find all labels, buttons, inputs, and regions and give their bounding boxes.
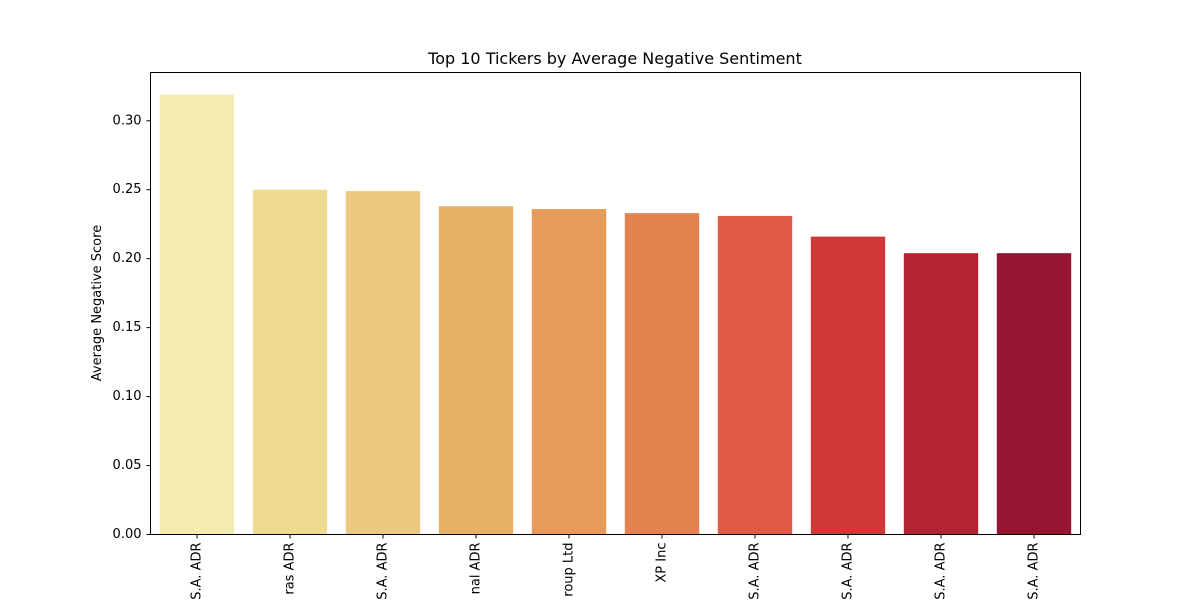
bar-4	[438, 206, 514, 535]
bars-group	[159, 94, 1072, 535]
bar-6	[624, 213, 700, 535]
bar-9	[903, 253, 979, 535]
y-tick-label: 0.00	[113, 527, 142, 542]
bar-3	[345, 191, 421, 535]
x-tick-label: ras ADR	[283, 543, 298, 595]
y-tick-label: 0.20	[113, 251, 142, 266]
x-tick-label: S.A. ADR	[934, 543, 949, 600]
y-axis-label: Average Negative Score	[90, 225, 105, 381]
y-tick-label: 0.25	[113, 182, 142, 197]
x-tick-label: S.A. ADR	[748, 543, 763, 600]
x-tick-label: S.A. ADR	[841, 543, 856, 600]
x-tick-label: S.A. ADR	[376, 543, 391, 600]
plot-frame	[150, 72, 1081, 535]
x-tick-label: S.A. ADR	[190, 543, 205, 600]
bar-1	[159, 94, 235, 535]
x-tick-label: roup Ltd	[562, 543, 577, 597]
bar-5	[531, 209, 607, 535]
x-tick-label: nal ADR	[469, 543, 484, 595]
y-axis: 0.00 0.05 0.10 0.15 0.20 0.25 0.30	[113, 113, 151, 542]
x-tick-label: S.A. ADR	[1027, 543, 1042, 600]
bar-2	[252, 189, 328, 535]
y-tick-label: 0.15	[113, 320, 142, 335]
y-tick-label: 0.05	[113, 458, 142, 473]
bar-10	[996, 253, 1072, 535]
bar-7	[717, 215, 793, 535]
bar-8	[810, 236, 886, 535]
x-axis: S.A. ADR ras ADR S.A. ADR nal ADR roup Ltd XP…	[190, 534, 1042, 600]
x-tick-label: XP Inc	[655, 543, 670, 583]
chart-title: Top 10 Tickers by Average Negative Senti…	[427, 49, 802, 68]
y-tick-label: 0.10	[113, 389, 142, 404]
y-tick-label: 0.30	[113, 113, 142, 128]
